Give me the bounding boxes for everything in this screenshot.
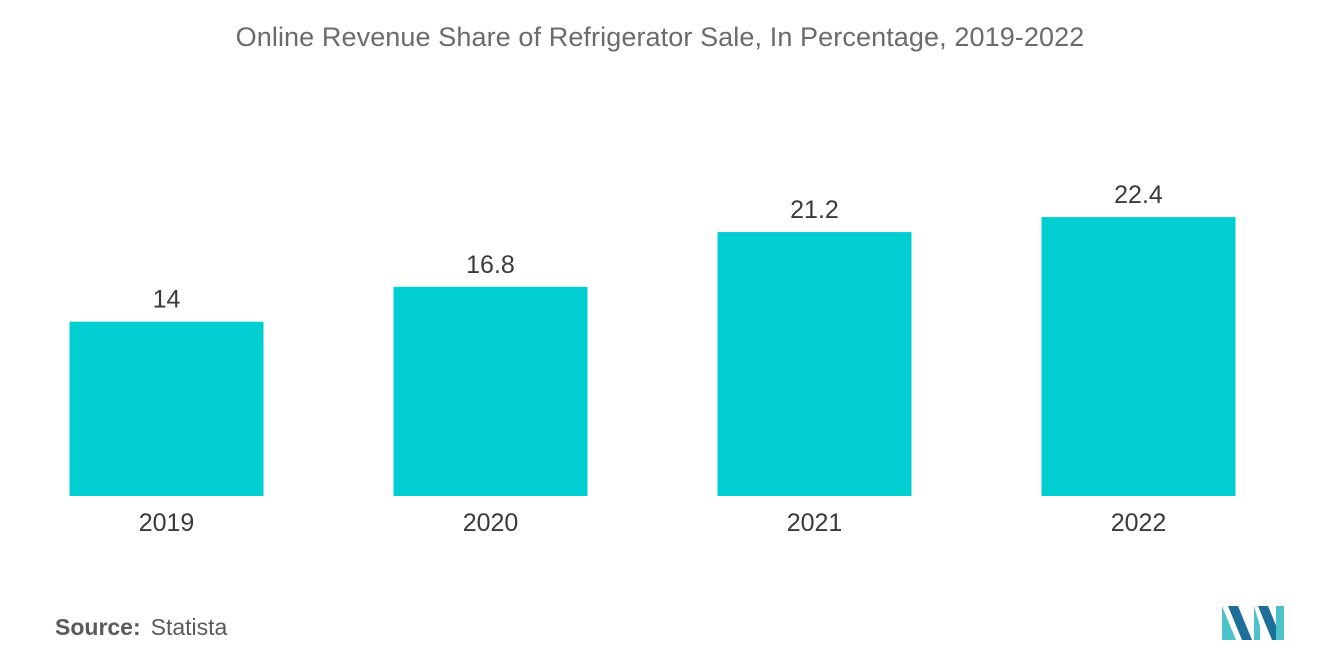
value-label-2020: 16.8 xyxy=(466,251,515,279)
source-label: Source: xyxy=(55,614,141,640)
mordor-intelligence-logo-icon xyxy=(1222,606,1284,640)
source-value: Statista xyxy=(150,614,228,640)
value-label-2022: 22.4 xyxy=(1114,181,1163,209)
x-tick-label-2021: 2021 xyxy=(787,509,843,537)
chart-title: Online Revenue Share of Refrigerator Sal… xyxy=(235,22,1085,52)
bars-group xyxy=(69,217,1236,496)
bar-2022 xyxy=(1041,217,1236,496)
value-label-2021: 21.2 xyxy=(790,196,839,224)
bar-2019 xyxy=(69,321,264,496)
x-tick-label-2020: 2020 xyxy=(463,509,519,537)
x-tick-label-2019: 2019 xyxy=(139,509,195,537)
bar-2020 xyxy=(393,286,588,496)
source-note: Source: Statista xyxy=(55,614,227,641)
x-axis-tick-labels: 2019 2020 2021 2022 xyxy=(139,509,1167,537)
value-labels-group: 14 16.8 21.2 22.4 xyxy=(153,181,1163,314)
value-label-2019: 14 xyxy=(153,286,181,314)
x-tick-label-2022: 2022 xyxy=(1111,509,1167,537)
bar-2021 xyxy=(717,232,912,496)
